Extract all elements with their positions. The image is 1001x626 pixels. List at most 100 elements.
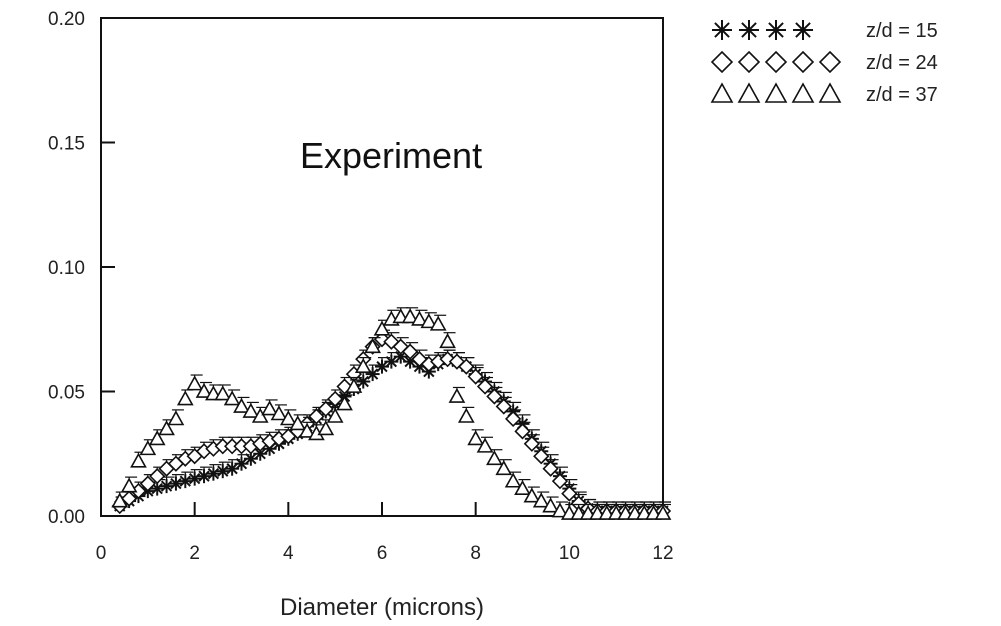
diamond-point <box>308 408 325 425</box>
triangle-point <box>298 422 316 438</box>
asterisk-point <box>356 374 371 389</box>
asterisk-point <box>197 469 212 484</box>
triangle-point <box>364 338 381 354</box>
triangle-point <box>317 420 335 436</box>
legend-item: z/d = 15 <box>712 20 938 42</box>
triangle-point <box>764 82 788 103</box>
diamond-point <box>486 388 503 405</box>
diamond-point <box>317 400 334 418</box>
legend-item: z/d = 24 <box>710 50 938 74</box>
asterisk-point <box>168 476 183 491</box>
x-tick-label: 4 <box>283 543 294 564</box>
triangle-point <box>439 333 456 349</box>
x-tick-label: 8 <box>470 543 481 564</box>
asterisk-point <box>206 466 221 481</box>
diamond-point <box>514 423 531 440</box>
triangle-point <box>120 477 138 493</box>
triangle-point <box>654 504 672 520</box>
x-tick-label: 12 <box>652 543 673 564</box>
triangle-point <box>420 313 438 329</box>
diamond-point <box>818 50 842 74</box>
asterisk-point <box>739 20 759 40</box>
triangle-point <box>279 410 297 426</box>
triangle-point <box>214 385 232 401</box>
series-triangle <box>111 307 672 520</box>
diamond-point <box>791 50 815 74</box>
triangle-point <box>354 357 372 374</box>
triangle-point <box>186 375 204 391</box>
triangle-point <box>486 450 503 466</box>
legend-label: z/d = 15 <box>866 20 938 42</box>
triangle-point <box>710 82 734 103</box>
triangle-point <box>791 82 815 103</box>
triangle-point <box>514 479 531 496</box>
triangle-point <box>289 415 307 431</box>
diamond-point <box>139 475 156 492</box>
chart-annotation: Experiment <box>300 135 482 176</box>
asterisk-point <box>187 471 202 486</box>
triangle-point <box>139 440 157 456</box>
diamond-point <box>495 398 512 415</box>
triangle-point <box>176 390 194 406</box>
x-axis-title: Diameter (microns) <box>280 594 484 621</box>
diamond-point <box>467 368 484 385</box>
triangle-point <box>326 407 344 423</box>
y-tick-label: 0.20 <box>48 9 85 30</box>
diamond-point <box>764 50 788 74</box>
y-tick-label: 0.05 <box>48 383 85 404</box>
triangle-point <box>373 320 391 336</box>
asterisk-point <box>384 354 399 369</box>
triangle-point <box>158 420 175 436</box>
triangle-point <box>242 402 260 418</box>
y-tick-label: 0.00 <box>48 507 85 528</box>
triangle-point <box>195 382 213 398</box>
triangle-point <box>551 502 569 518</box>
triangle-point <box>233 397 250 413</box>
diamond-point <box>523 435 540 452</box>
asterisk-point <box>712 20 732 40</box>
diamond-point <box>542 460 559 477</box>
triangle-point <box>818 82 842 103</box>
diamond-point <box>120 490 138 507</box>
asterisk-point <box>793 20 813 40</box>
asterisk-point <box>243 451 258 466</box>
series-layer <box>111 307 672 520</box>
triangle-point <box>251 407 269 423</box>
diamond-point <box>476 378 494 395</box>
legend-item: z/d = 37 <box>710 82 938 106</box>
asterisk-point <box>215 464 230 479</box>
diamond-point <box>401 343 419 360</box>
legend-label: z/d = 24 <box>866 52 938 74</box>
triangle-point <box>504 472 522 488</box>
plot-frame <box>100 17 664 517</box>
triangle-point <box>223 390 241 406</box>
y-axis-ticks: 0.00 0.05 0.10 0.15 0.20 <box>48 9 115 528</box>
triangle-point <box>411 310 428 326</box>
triangle-point <box>111 492 129 508</box>
series-diamond <box>111 329 672 520</box>
triangle-point <box>167 410 185 426</box>
diamond-point <box>737 50 761 74</box>
diamond-point <box>149 468 166 485</box>
triangle-point <box>148 430 166 446</box>
asterisk-point <box>253 446 268 461</box>
x-tick-label: 2 <box>189 543 200 564</box>
triangle-point <box>523 487 541 503</box>
triangle-point <box>130 452 147 468</box>
x-tick-label: 0 <box>96 543 107 564</box>
diamond-point <box>551 473 569 490</box>
triangle-point <box>467 430 485 446</box>
asterisk-point <box>159 479 174 494</box>
legend: z/d = 15 z/d = 24 z/d = 37 <box>710 20 938 106</box>
diamond-point <box>327 390 344 408</box>
triangle-point <box>542 497 559 513</box>
diamond-point <box>533 448 550 465</box>
diamond-point <box>561 485 578 502</box>
triangle-point <box>476 437 494 453</box>
triangle-point <box>457 407 475 423</box>
y-tick-label: 0.10 <box>48 258 85 279</box>
triangle-point <box>429 315 447 331</box>
triangle-point <box>448 387 466 403</box>
triangle-point <box>401 308 419 324</box>
